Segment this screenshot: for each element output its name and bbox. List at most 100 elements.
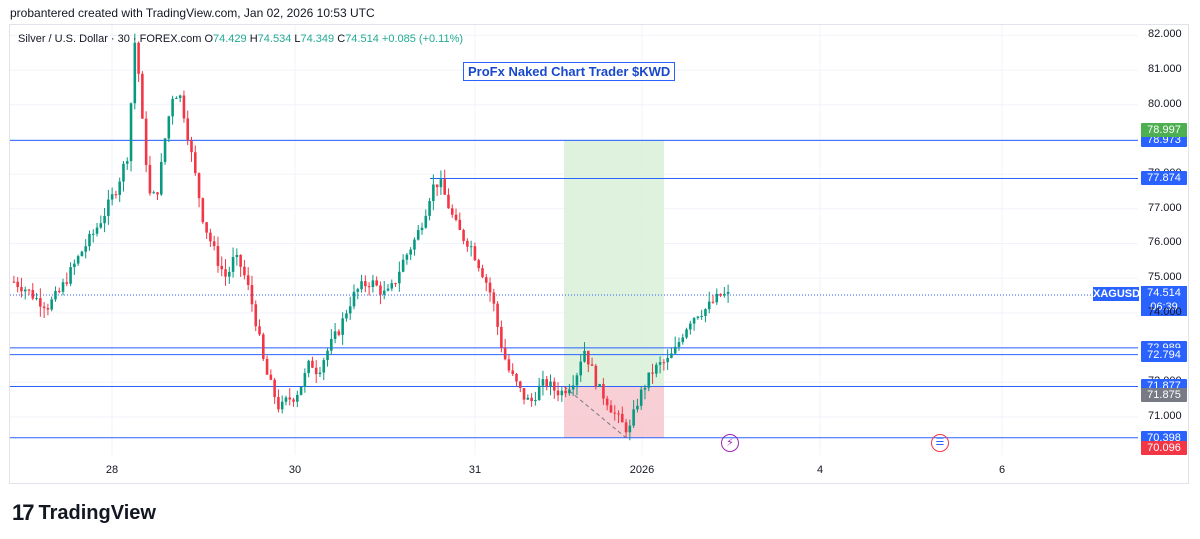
candle-body xyxy=(31,290,35,299)
candle-body xyxy=(314,367,318,375)
candle-body xyxy=(99,223,103,228)
candle-body xyxy=(401,259,405,272)
candle-body xyxy=(57,291,61,293)
candle-body xyxy=(50,299,53,310)
candle-body xyxy=(454,214,458,220)
candle-body xyxy=(379,285,382,295)
candle-body xyxy=(54,291,57,300)
candle-body xyxy=(560,390,564,396)
candle-body xyxy=(341,318,344,335)
lightning-event-icon[interactable]: ⚡ xyxy=(721,434,739,452)
candle-body xyxy=(42,306,46,309)
candle-body xyxy=(707,301,711,310)
position-price-tag: 70.096 xyxy=(1141,441,1187,456)
candle-body xyxy=(182,95,186,119)
candle-body xyxy=(107,199,110,216)
candle-body xyxy=(345,313,348,319)
candle-body xyxy=(726,291,730,294)
candle-body xyxy=(515,373,518,382)
ohlc-low: L74.349 xyxy=(294,33,335,45)
candle-body xyxy=(23,289,27,292)
candle-body xyxy=(231,257,235,272)
candle-body xyxy=(46,308,50,310)
candle-body xyxy=(636,405,639,410)
candle-body xyxy=(125,161,129,164)
candle-body xyxy=(673,346,677,354)
candle-body xyxy=(371,280,375,288)
candle-body xyxy=(666,357,669,363)
y-axis-tick-label: 75.000 xyxy=(1148,271,1182,284)
candle-body xyxy=(409,249,412,255)
candle-body xyxy=(212,241,216,247)
candle-body xyxy=(522,388,526,400)
candle-body xyxy=(348,306,352,314)
candle-body xyxy=(590,364,594,366)
candle-body xyxy=(545,379,549,387)
y-axis-tick-label: 77.000 xyxy=(1148,201,1182,214)
chart-area[interactable] xyxy=(9,24,1189,484)
tradingview-wordmark: TradingView xyxy=(38,501,156,524)
candle-body xyxy=(711,301,715,303)
candle-body xyxy=(696,316,700,319)
candle-body xyxy=(152,192,155,194)
candle-body xyxy=(639,389,643,406)
candle-body xyxy=(386,288,390,291)
ohlc-close: C74.514 xyxy=(337,33,379,45)
x-axis-tick-label: 30 xyxy=(288,464,302,476)
x-axis-tick-label: 28 xyxy=(105,464,119,476)
candle-body xyxy=(239,254,242,267)
candle-body xyxy=(643,387,647,390)
profit-zone xyxy=(564,140,664,387)
candle-body xyxy=(473,246,477,261)
candle-body xyxy=(598,383,601,387)
candle-body xyxy=(65,282,69,284)
candle-body xyxy=(39,298,42,307)
candle-body xyxy=(61,282,65,292)
candle-body xyxy=(118,181,121,195)
candle-body xyxy=(621,413,624,423)
candle-body xyxy=(413,239,416,250)
candle-body xyxy=(719,293,722,296)
candle-body xyxy=(617,413,620,415)
candle-body xyxy=(655,364,658,374)
candle-body xyxy=(609,405,613,413)
candle-body xyxy=(658,362,662,365)
candle-body xyxy=(466,240,469,247)
candle-body xyxy=(76,256,80,264)
candle-body xyxy=(526,397,530,400)
candle-body xyxy=(484,277,488,283)
candle-body xyxy=(292,399,295,402)
candle-body xyxy=(435,184,439,188)
candle-body xyxy=(250,284,254,305)
level-price-tag: 77.874 xyxy=(1141,171,1187,186)
candle-body xyxy=(299,387,303,395)
candle-body xyxy=(424,215,428,228)
candle-body xyxy=(367,286,371,288)
us-flag-event-icon[interactable]: ☰ xyxy=(931,434,949,452)
candle-body xyxy=(605,398,609,406)
candle-body xyxy=(171,98,174,117)
candle-body xyxy=(632,409,635,426)
chart-annotation[interactable]: ProFx Naked Chart Trader $KWD xyxy=(463,62,676,81)
candle-body xyxy=(416,230,420,240)
candle-body xyxy=(549,381,552,387)
candle-body xyxy=(364,281,367,287)
candle-body xyxy=(394,283,397,285)
candle-body xyxy=(390,283,394,289)
candle-body xyxy=(352,291,356,307)
symbol-name[interactable]: Silver / U.S. Dollar · 30 · FOREX.com xyxy=(18,33,202,45)
candle-body xyxy=(496,303,499,327)
candle-body xyxy=(27,289,31,291)
candle-body xyxy=(216,246,220,266)
candle-body xyxy=(280,401,284,410)
candle-body xyxy=(95,227,99,234)
candle-body xyxy=(190,140,193,153)
candle-body xyxy=(307,360,310,374)
x-axis-tick-label: 6 xyxy=(998,464,1006,476)
tradingview-logo[interactable]: 17 TradingView xyxy=(12,500,156,526)
candle-body xyxy=(602,383,605,399)
candle-body xyxy=(428,201,431,216)
candle-body xyxy=(375,280,378,286)
candle-body xyxy=(450,208,454,215)
